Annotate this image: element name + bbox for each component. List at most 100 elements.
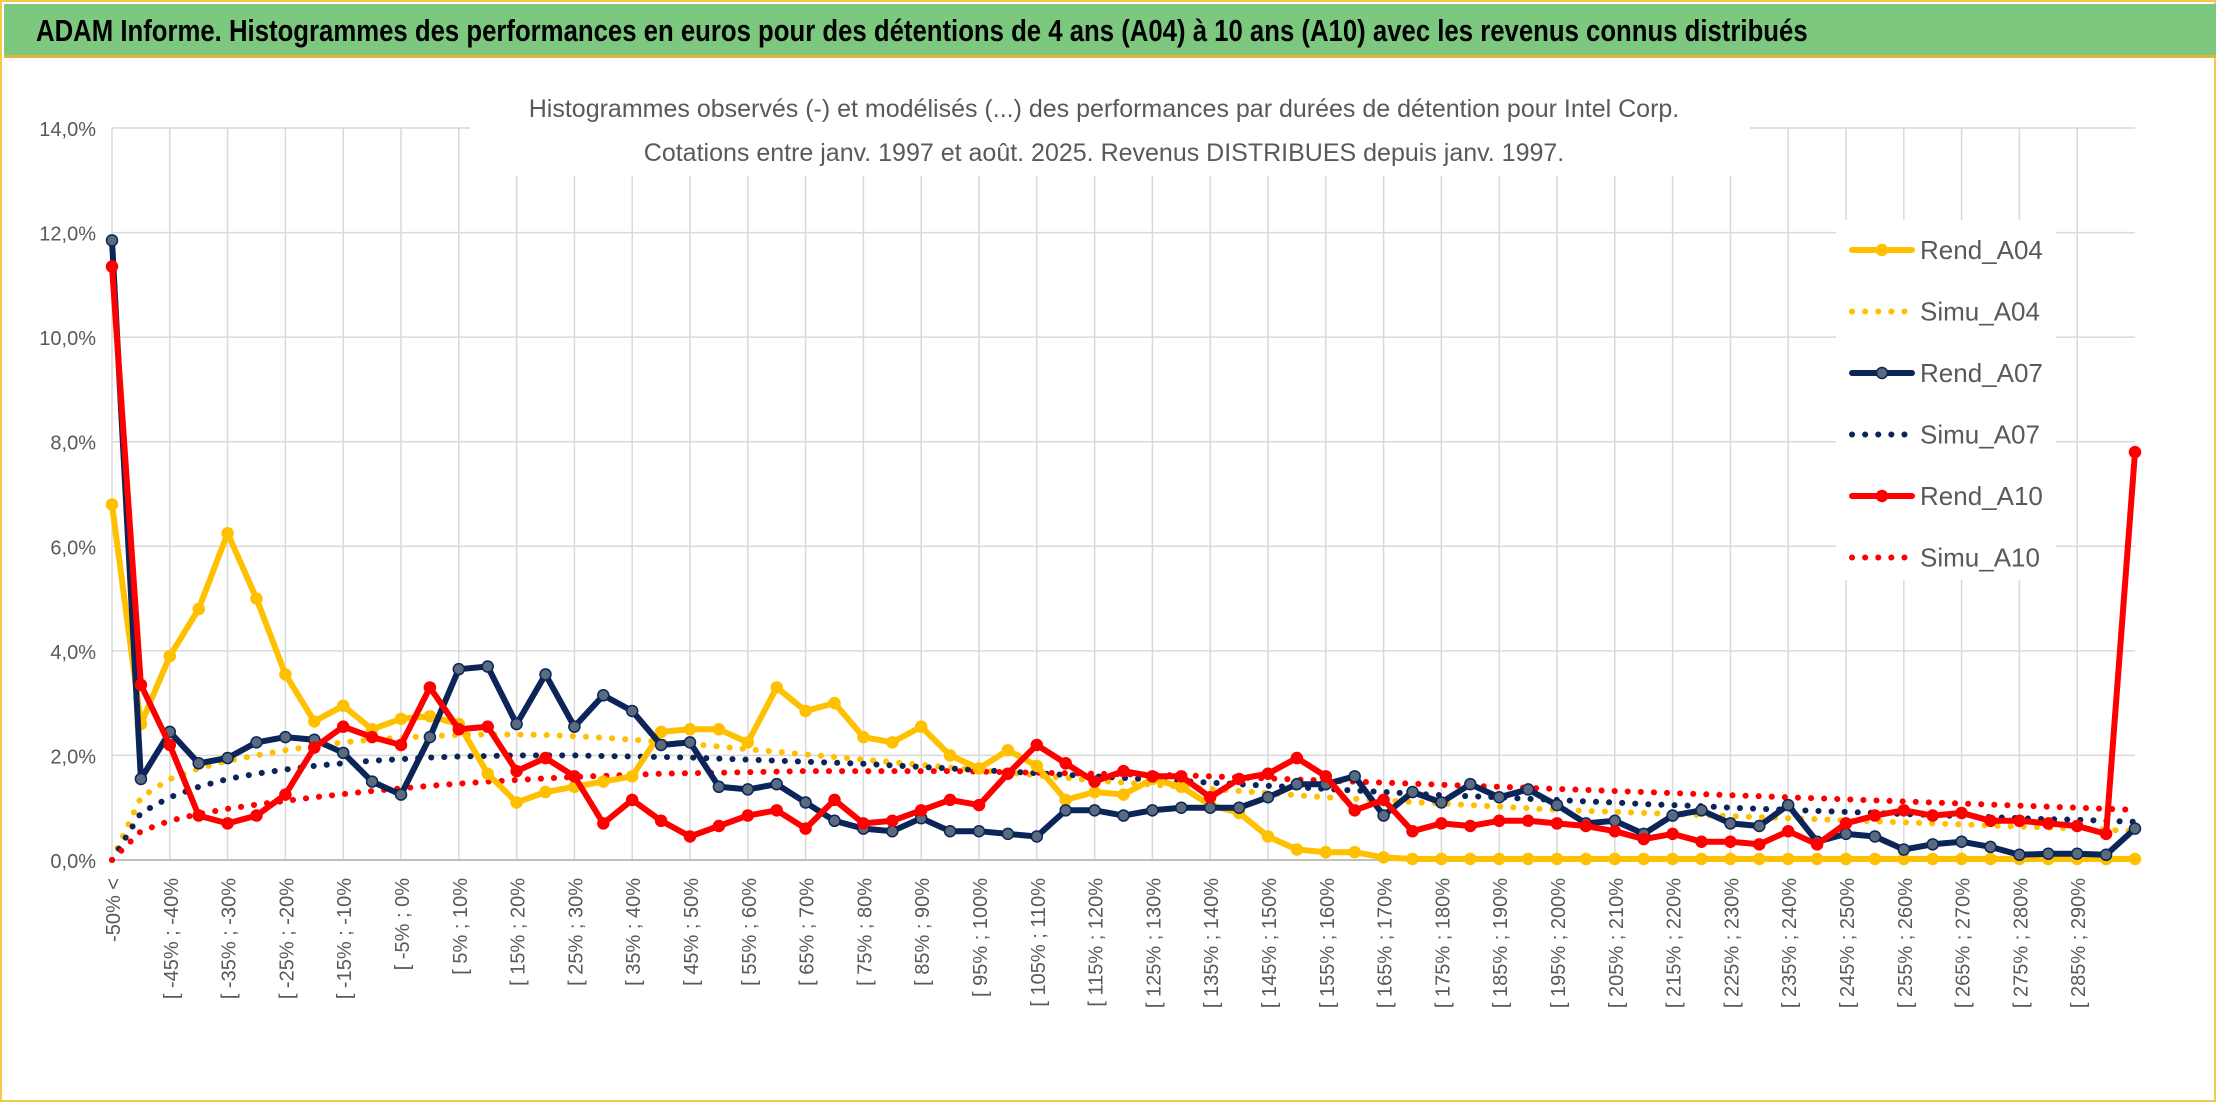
series-Simu_A04	[109, 731, 2138, 863]
data-point	[972, 824, 986, 838]
data-point	[221, 817, 234, 830]
data-point	[1926, 809, 1939, 822]
series-line-Simu_A04	[109, 731, 2138, 863]
data-point	[1550, 798, 1564, 812]
data-point	[163, 649, 177, 663]
data-point	[481, 720, 494, 733]
data-point	[365, 730, 379, 744]
data-point	[1753, 819, 1766, 833]
data-point	[1753, 838, 1766, 851]
data-point	[1175, 770, 1188, 783]
data-point	[1839, 817, 1853, 830]
data-point	[423, 730, 437, 744]
legend-label: Rend_A04	[1920, 235, 2043, 265]
data-point	[568, 720, 581, 733]
data-point	[481, 767, 494, 780]
data-point	[828, 793, 841, 807]
data-point	[1724, 835, 1737, 848]
data-point	[1781, 798, 1795, 812]
data-point	[1319, 845, 1333, 859]
x-tick-label: [ 75% ; 80%	[854, 878, 876, 986]
x-tick-label: [ -15% ; -10%	[334, 878, 356, 999]
data-point	[2042, 847, 2055, 860]
data-point	[2013, 848, 2026, 862]
data-point	[799, 822, 812, 835]
data-point	[336, 720, 350, 733]
data-point	[2099, 848, 2113, 862]
data-point	[134, 678, 148, 692]
data-point	[799, 704, 812, 718]
data-point	[857, 817, 870, 830]
x-tick-label: [ 275% ; 280%	[2010, 878, 2032, 1008]
data-point	[741, 736, 755, 749]
data-point	[308, 715, 321, 728]
x-tick-label: [ 225% ; 230%	[1721, 878, 1743, 1008]
data-point	[568, 770, 581, 783]
data-point	[1435, 852, 1448, 866]
data-point	[1521, 814, 1535, 828]
data-point	[2042, 817, 2055, 830]
data-point	[683, 723, 697, 736]
data-point	[1492, 791, 1506, 804]
data-point	[1377, 793, 1390, 807]
data-point	[712, 780, 726, 794]
legend-marker	[1875, 243, 1889, 257]
y-tick-label: 10,0%	[39, 328, 96, 350]
data-point	[134, 772, 148, 786]
data-point	[423, 681, 437, 694]
data-point	[1492, 852, 1506, 866]
legend-item-Simu_A04: Simu_A04	[1849, 297, 2040, 327]
data-point	[1492, 814, 1506, 828]
data-point	[741, 809, 755, 822]
data-point	[1117, 788, 1130, 801]
y-tick-label: 14,0%	[39, 119, 96, 141]
data-point	[221, 526, 234, 540]
data-point	[1406, 852, 1419, 866]
data-point	[1521, 852, 1535, 866]
x-tick-label: [ 85% ; 90%	[912, 878, 934, 986]
data-point	[336, 699, 350, 713]
series-line-Rend_A07	[109, 237, 2138, 858]
data-point	[510, 796, 523, 809]
data-point	[943, 824, 957, 838]
data-point	[1579, 852, 1593, 866]
data-point	[1319, 770, 1333, 783]
data-point	[597, 817, 610, 830]
data-point	[423, 709, 437, 723]
data-point	[1203, 791, 1217, 804]
report-title: ADAM Informe. Histogrammes des performan…	[36, 13, 1808, 48]
data-point	[2070, 819, 2084, 833]
data-point	[1464, 819, 1477, 833]
data-point	[914, 720, 928, 733]
legend-item-Rend_A07: Rend_A07	[1849, 358, 2043, 388]
data-point	[1348, 804, 1361, 817]
data-point	[2128, 852, 2142, 866]
data-point	[1088, 804, 1101, 817]
data-point	[1088, 775, 1101, 788]
legend-label: Simu_A04	[1920, 297, 2040, 327]
data-point	[308, 741, 321, 754]
legend-label: Simu_A07	[1920, 420, 2040, 450]
data-point	[1261, 767, 1275, 780]
data-point	[1781, 824, 1795, 838]
legend: Rend_A04 Simu_A04 Rend_A07 Simu_A07 Rend_A10…	[1836, 220, 2056, 580]
data-point	[365, 775, 379, 788]
legend-item-Rend_A10: Rend_A10	[1849, 481, 2043, 511]
data-point	[539, 785, 552, 799]
legend-marker	[1875, 489, 1889, 503]
data-point	[1666, 827, 1679, 841]
legend-item-Simu_A07: Simu_A07	[1849, 420, 2040, 450]
data-point	[770, 804, 783, 817]
data-point	[452, 723, 466, 736]
data-point	[625, 770, 639, 783]
data-point	[1030, 759, 1044, 773]
data-point	[250, 736, 263, 749]
data-point	[1117, 809, 1130, 822]
data-point	[1781, 852, 1795, 866]
y-axis-ticks: 0,0% 2,0% 4,0% 6,0% 8,0% 10,0% 12,0% 14,0%	[39, 119, 96, 873]
data-point	[625, 793, 639, 807]
data-point	[1955, 835, 1968, 848]
data-point	[2070, 847, 2084, 860]
data-point	[741, 783, 755, 796]
data-point	[1839, 852, 1853, 866]
